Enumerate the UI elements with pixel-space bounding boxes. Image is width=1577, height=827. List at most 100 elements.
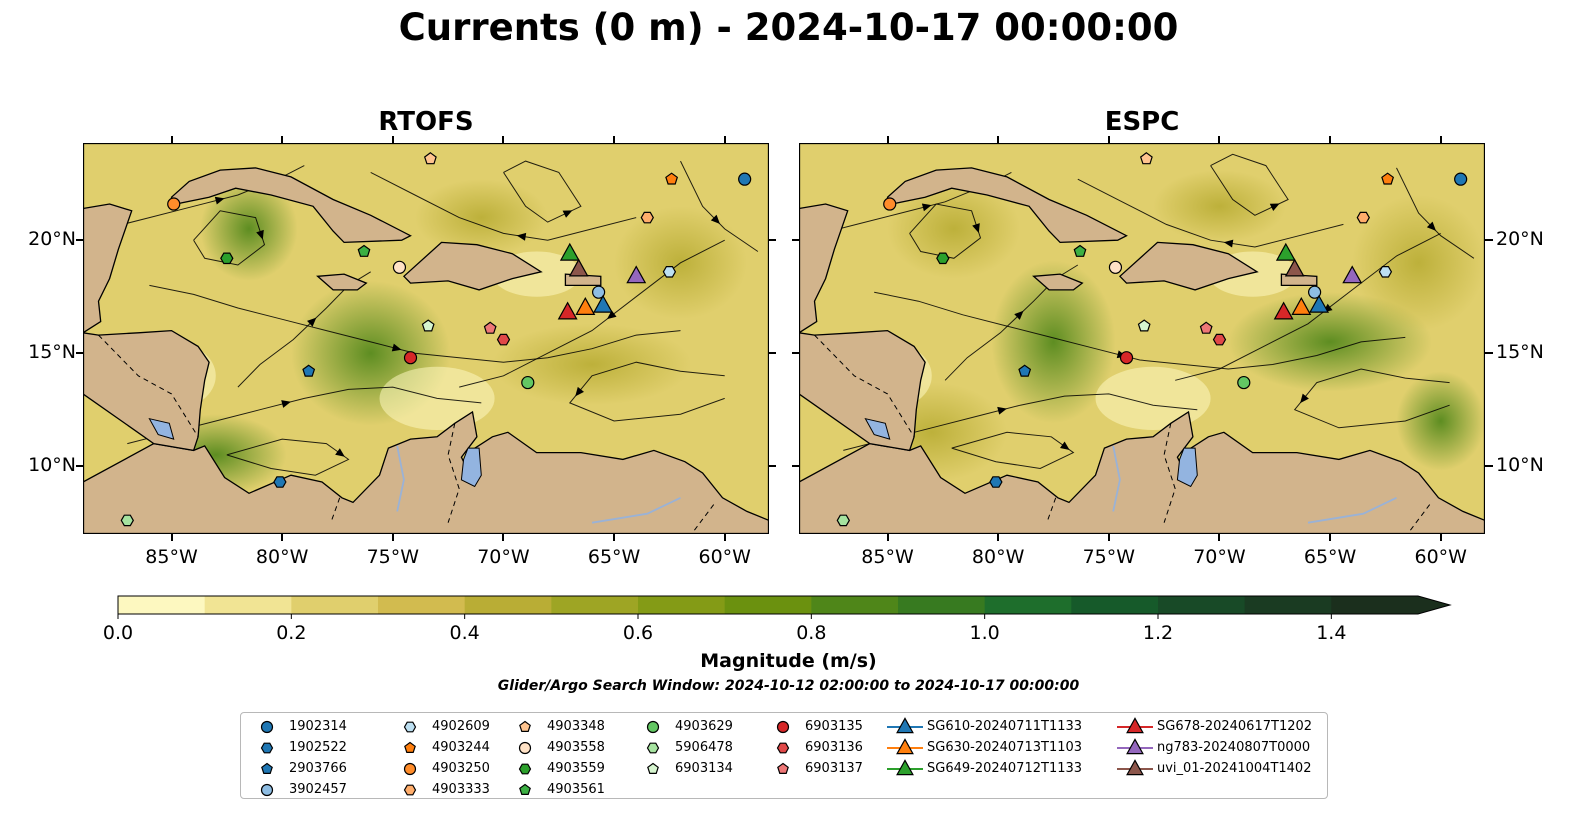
rtofs-marker-1902314 [738, 172, 752, 186]
lat-tick [1485, 239, 1493, 242]
rtofs-land-jamaica [316, 273, 368, 291]
espc-marker-4903333 [1356, 211, 1370, 224]
rtofs-speed-patch [414, 179, 548, 257]
legend-label: 1902314 [289, 719, 347, 734]
map-panel-rtofs [83, 143, 769, 534]
espc-river [1307, 496, 1397, 524]
rtofs-frame [83, 143, 769, 534]
legend-entry-ng783-20240807t0000: ng783-20240807T0000 [1113, 737, 1312, 758]
lon-tick [1439, 136, 1442, 143]
lon-tick [613, 534, 616, 541]
search-window-caption: Glider/Argo Search Window: 2024-10-12 02… [497, 678, 1080, 694]
legend-marker-shape [646, 742, 660, 754]
legend-entry-4903561: 4903561 [503, 779, 605, 800]
rtofs-streamline-arrow [606, 310, 617, 320]
legend-marker-shape [403, 762, 417, 776]
legend-marker-svg [887, 759, 923, 776]
legend-label: 4903559 [547, 761, 605, 776]
legend-marker-icon [245, 737, 289, 758]
colorbar-tick-label: 0.8 [796, 622, 827, 644]
lat-tick [1485, 465, 1493, 468]
legend-marker-svg [261, 762, 273, 774]
legend-label: 4903250 [432, 761, 490, 776]
legend-entry-6903135: 6903135 [761, 716, 863, 737]
lon-tick [281, 136, 284, 143]
legend-marker-icon [761, 716, 805, 737]
legend-label: SG630-20240713T1103 [927, 740, 1083, 755]
rtofs-streamline-arrow [335, 448, 345, 457]
espc-streamline [1077, 178, 1344, 248]
colorbar-segment [291, 596, 379, 614]
rtofs-marker-4903348 [423, 152, 437, 165]
espc-marker-6903137 [1199, 321, 1213, 334]
rtofs-marker-6903135 [403, 351, 418, 365]
colorbar-segment [464, 596, 552, 614]
legend-marker-icon [503, 758, 547, 779]
legend-marker-icon [761, 758, 805, 779]
colorbar-tick-label: 0.2 [276, 622, 307, 644]
legend-entry-6903134: 6903134 [631, 758, 733, 779]
colorbar [117, 595, 1452, 619]
legend-label: 2903766 [289, 761, 347, 776]
espc-land-yucatan [799, 203, 849, 334]
espc-marker-3902457 [1308, 285, 1322, 299]
lat-tick [76, 465, 84, 468]
legend-marker-shape [518, 763, 532, 775]
rtofs-marker-4902609 [662, 265, 677, 278]
espc-marker-4903250 [883, 197, 897, 211]
lat-tick [792, 465, 799, 468]
rtofs-lon-label: 75°W [366, 546, 420, 568]
colorbar-segment [984, 596, 1072, 614]
espc-marker-4903558 [1108, 260, 1123, 274]
legend-marker-shape [519, 720, 531, 732]
legend-marker-icon [883, 716, 927, 737]
figure-title: Currents (0 m) - 2024-10-17 00:00:00 [398, 6, 1179, 49]
legend-label: 4903561 [547, 782, 605, 797]
colorbar-segment [811, 596, 899, 614]
legend-label: 4903629 [675, 719, 733, 734]
legend-marker-svg [260, 783, 274, 797]
espc-streamline-arrow [1269, 203, 1280, 212]
espc-border [814, 334, 915, 438]
legend-marker-icon [245, 716, 289, 737]
espc-land-jamaica [1032, 273, 1084, 291]
rtofs-marker-uvi_01-20241004t1402 [568, 258, 589, 277]
legend-marker-shape [776, 720, 790, 734]
legend-marker-icon [388, 779, 432, 800]
legend-label: 1902522 [289, 740, 347, 755]
espc-streamline-arrow [1059, 441, 1070, 450]
legend-label: 4903558 [547, 740, 605, 755]
legend-entry-sg678-20240617t1202: SG678-20240617T1202 [1113, 716, 1312, 737]
legend-marker-icon [883, 737, 927, 758]
rtofs-river [396, 445, 405, 512]
legend-marker-shape [260, 783, 274, 797]
legend-marker-icon [631, 737, 675, 758]
espc-streamline-arrow [1014, 310, 1024, 320]
espc-streamline [1210, 153, 1289, 216]
rtofs-marker-6903134 [421, 319, 435, 332]
rtofs-streamline-arrow [307, 317, 317, 327]
lat-tick [76, 239, 84, 242]
legend-entry-5906478: 5906478 [631, 737, 733, 758]
espc-marker-sg678-20240617t1202 [1273, 301, 1294, 320]
legend-marker-svg [518, 763, 532, 775]
legend-column: 1902314 1902522 2903766 3902457 [245, 716, 347, 800]
espc-lon-label: 70°W [1193, 546, 1246, 568]
espc-marker-4903348 [1139, 152, 1153, 165]
rtofs-land-southamerica [83, 410, 769, 534]
rtofs-streamline-arrow [391, 343, 402, 352]
legend-entry-4903333: 4903333 [388, 779, 490, 800]
legend-marker-shape [260, 720, 274, 734]
rtofs-marker-4903559 [220, 252, 234, 265]
espc-marker-4903561 [1073, 244, 1087, 257]
colorbar-tick-label: 1.2 [1142, 622, 1174, 644]
legend-marker-shape [518, 741, 532, 755]
lat-tick [769, 239, 776, 242]
lat-tick [792, 239, 799, 242]
lon-tick [1439, 534, 1442, 541]
legend-marker-shape [519, 783, 531, 795]
legend-column: 4903348 4903558 4903559 4903561 [503, 716, 605, 800]
rtofs-speed-patch [492, 323, 692, 406]
legend-marker-icon [245, 779, 289, 800]
rtofs-lakemaracaibo [460, 447, 482, 488]
